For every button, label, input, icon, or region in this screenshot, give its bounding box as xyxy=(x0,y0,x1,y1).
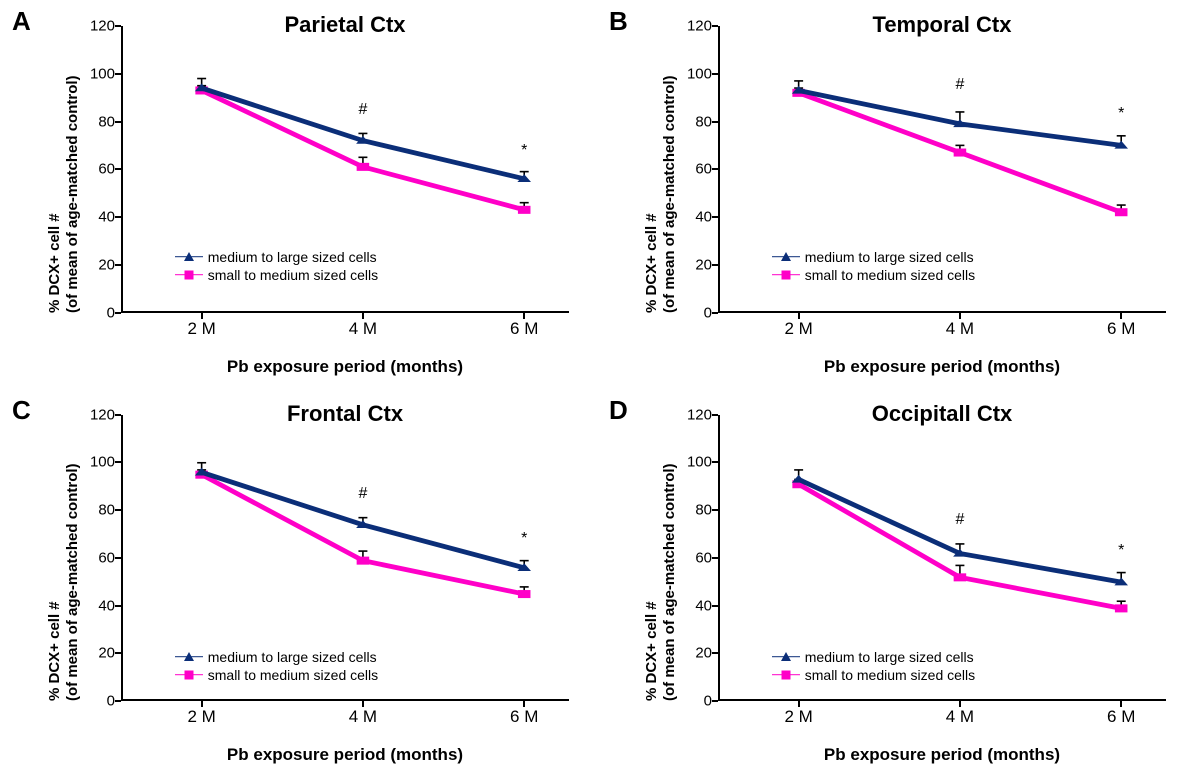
panel-letter: A xyxy=(12,6,31,37)
legend-label: small to medium sized cells xyxy=(208,266,378,284)
x-tick-mark xyxy=(523,313,525,319)
significance-annotation: # xyxy=(358,485,367,503)
plot-area: Temporal Ctx 0204060801001202 M4 M6 M#*m… xyxy=(718,26,1166,313)
legend-item: medium to large sized cells xyxy=(175,648,378,666)
legend-label: small to medium sized cells xyxy=(805,266,975,284)
legend-item: small to medium sized cells xyxy=(175,666,378,684)
panel-b: B % DCX+ cell # (of mean of age-matched … xyxy=(603,8,1194,383)
x-tick-label: 2 M xyxy=(784,707,812,727)
x-tick-label: 4 M xyxy=(349,319,377,339)
legend-item: small to medium sized cells xyxy=(772,266,975,284)
y-axis-label: % DCX+ cell # (of mean of age-matched co… xyxy=(627,26,667,313)
legend-item: medium to large sized cells xyxy=(772,648,975,666)
y-axis-label-line2: (of mean of age-matched control) xyxy=(64,75,81,313)
plot-area: Parietal Ctx 0204060801001202 M4 M6 M#*m… xyxy=(121,26,569,313)
marker-small_medium xyxy=(1115,604,1128,612)
y-axis-label: % DCX+ cell # (of mean of age-matched co… xyxy=(627,415,667,702)
x-tick-label: 2 M xyxy=(187,707,215,727)
panel-letter: B xyxy=(609,6,628,37)
plot-area: Occipitall Ctx 0204060801001202 M4 M6 M#… xyxy=(718,415,1166,702)
plot-area: Frontal Ctx 0204060801001202 M4 M6 M#*me… xyxy=(121,415,569,702)
x-tick-label: 6 M xyxy=(510,319,538,339)
legend-swatch xyxy=(772,268,800,282)
marker-small_medium xyxy=(954,149,967,157)
legend: medium to large sized cellssmall to medi… xyxy=(175,648,378,684)
x-tick-label: 6 M xyxy=(1107,707,1135,727)
legend-swatch xyxy=(175,250,203,264)
x-tick-mark xyxy=(798,313,800,319)
legend-label: medium to large sized cells xyxy=(805,248,974,266)
y-axis-label-line1: % DCX+ cell # xyxy=(643,213,660,313)
y-axis-label-line1: % DCX+ cell # xyxy=(46,213,63,313)
marker-small_medium xyxy=(1115,208,1128,216)
x-tick-mark xyxy=(1120,701,1122,707)
legend-swatch xyxy=(772,250,800,264)
y-axis-label-line2: (of mean of age-matched control) xyxy=(64,463,81,701)
legend-item: medium to large sized cells xyxy=(772,248,975,266)
x-tick-mark xyxy=(201,313,203,319)
y-axis-label: % DCX+ cell # (of mean of age-matched co… xyxy=(30,26,70,313)
y-axis-label-line2: (of mean of age-matched control) xyxy=(661,75,678,313)
y-axis-label-line1: % DCX+ cell # xyxy=(643,601,660,701)
x-tick-label: 4 M xyxy=(946,707,974,727)
x-tick-mark xyxy=(959,701,961,707)
y-axis-label-line2: (of mean of age-matched control) xyxy=(661,463,678,701)
panel-c: C % DCX+ cell # (of mean of age-matched … xyxy=(6,397,597,772)
legend-swatch xyxy=(175,668,203,682)
x-tick-mark xyxy=(362,313,364,319)
marker-small_medium xyxy=(357,556,370,564)
x-tick-mark xyxy=(798,701,800,707)
x-tick-label: 4 M xyxy=(946,319,974,339)
panel-d: D % DCX+ cell # (of mean of age-matched … xyxy=(603,397,1194,772)
x-tick-mark xyxy=(201,701,203,707)
panel-letter: D xyxy=(609,395,628,426)
x-axis-label: Pb exposure period (months) xyxy=(718,745,1166,765)
y-axis-label-line1: % DCX+ cell # xyxy=(46,601,63,701)
marker-small_medium xyxy=(518,206,531,214)
legend-item: small to medium sized cells xyxy=(175,266,378,284)
significance-annotation: * xyxy=(1118,542,1124,560)
marker-medium_large xyxy=(792,474,806,482)
marker-small_medium xyxy=(357,163,370,171)
legend: medium to large sized cellssmall to medi… xyxy=(772,248,975,284)
y-axis-label: % DCX+ cell # (of mean of age-matched co… xyxy=(30,415,70,702)
x-tick-label: 4 M xyxy=(349,707,377,727)
significance-annotation: * xyxy=(521,530,527,548)
marker-small_medium xyxy=(954,573,967,581)
legend-label: small to medium sized cells xyxy=(805,666,975,684)
x-tick-mark xyxy=(523,701,525,707)
x-tick-label: 2 M xyxy=(784,319,812,339)
legend: medium to large sized cellssmall to medi… xyxy=(772,648,975,684)
legend-swatch xyxy=(772,650,800,664)
panel-letter: C xyxy=(12,395,31,426)
legend-swatch xyxy=(175,650,203,664)
x-tick-label: 6 M xyxy=(510,707,538,727)
x-tick-mark xyxy=(1120,313,1122,319)
legend-label: medium to large sized cells xyxy=(805,648,974,666)
x-tick-label: 6 M xyxy=(1107,319,1135,339)
significance-annotation: # xyxy=(955,511,964,529)
legend-label: small to medium sized cells xyxy=(208,666,378,684)
figure-grid: A % DCX+ cell # (of mean of age-matched … xyxy=(0,0,1200,777)
marker-small_medium xyxy=(518,590,531,598)
panel-a: A % DCX+ cell # (of mean of age-matched … xyxy=(6,8,597,383)
x-axis-label: Pb exposure period (months) xyxy=(718,357,1166,377)
legend-label: medium to large sized cells xyxy=(208,248,377,266)
x-axis-label: Pb exposure period (months) xyxy=(121,745,569,765)
significance-annotation: # xyxy=(358,101,367,119)
legend-label: medium to large sized cells xyxy=(208,648,377,666)
x-tick-mark xyxy=(362,701,364,707)
legend: medium to large sized cellssmall to medi… xyxy=(175,248,378,284)
x-axis-label: Pb exposure period (months) xyxy=(121,357,569,377)
significance-annotation: # xyxy=(955,76,964,94)
legend-item: medium to large sized cells xyxy=(175,248,378,266)
significance-annotation: * xyxy=(1118,105,1124,123)
x-tick-mark xyxy=(959,313,961,319)
legend-swatch xyxy=(772,668,800,682)
legend-item: small to medium sized cells xyxy=(772,666,975,684)
x-tick-label: 2 M xyxy=(187,319,215,339)
significance-annotation: * xyxy=(521,142,527,160)
legend-swatch xyxy=(175,268,203,282)
